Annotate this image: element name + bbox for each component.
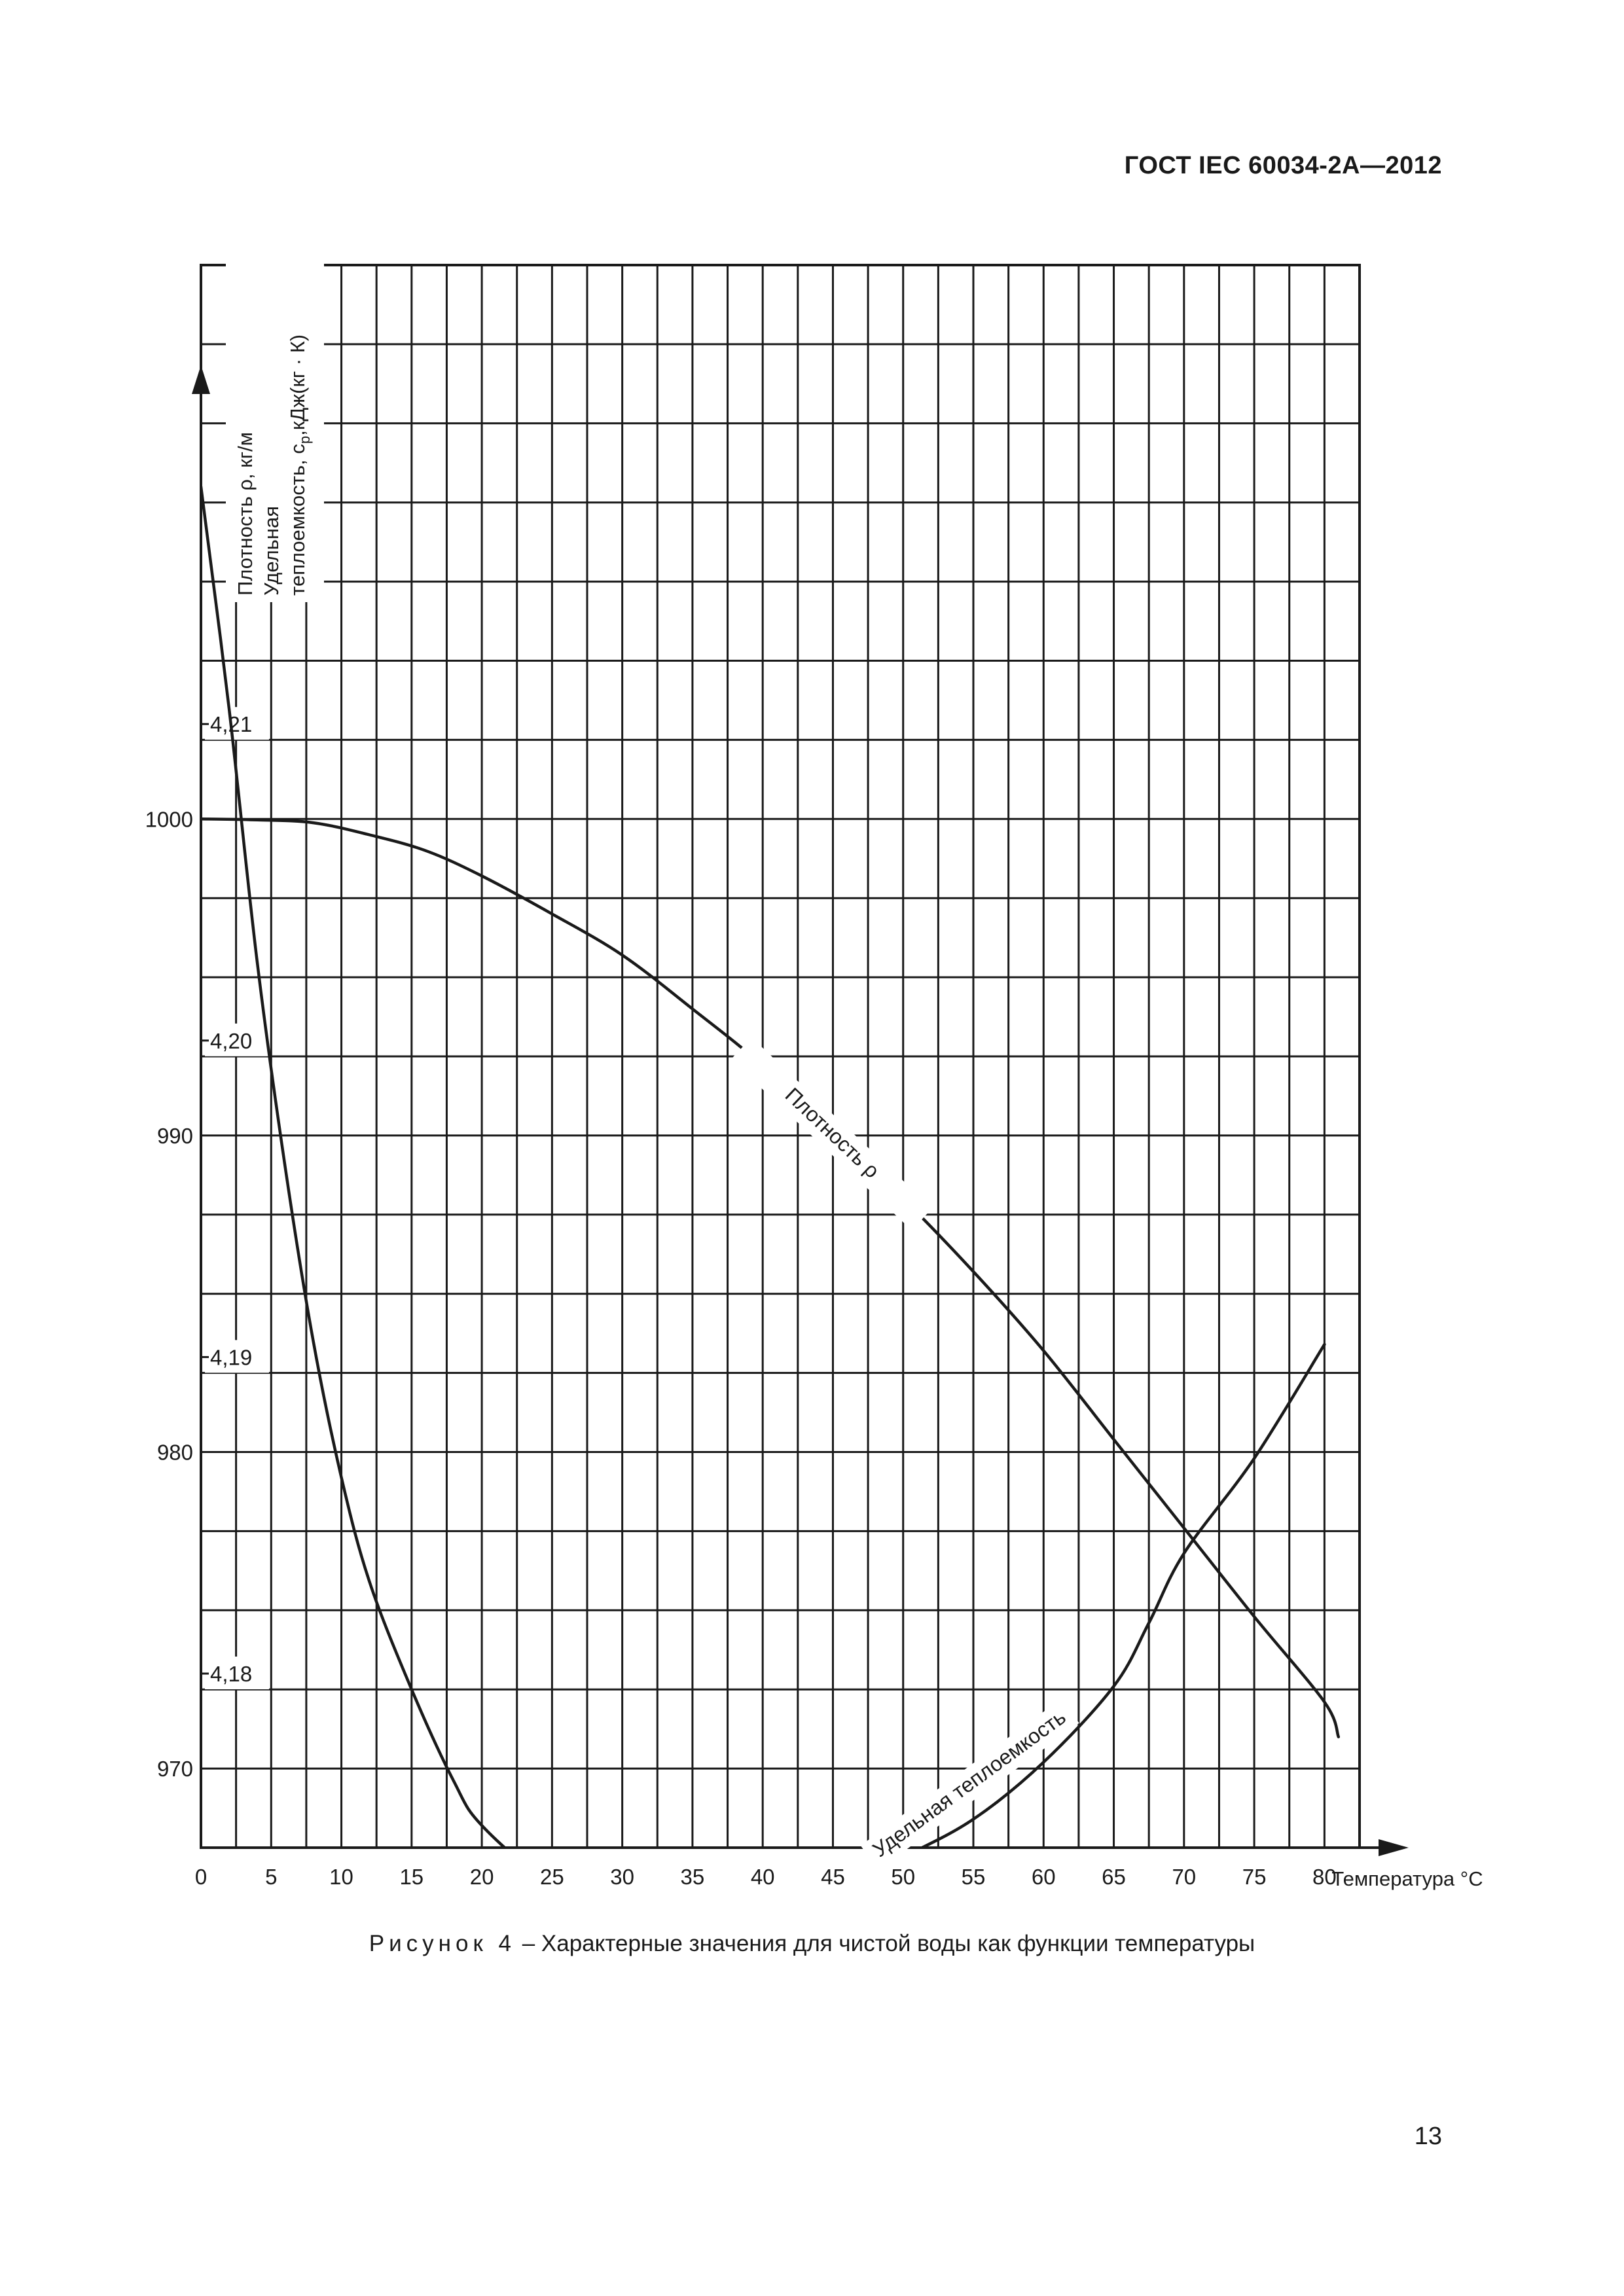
x-tick-label: 70 <box>1172 1865 1196 1889</box>
x-tick-label: 75 <box>1242 1865 1267 1889</box>
figure-caption-text: – Характерные значения для чистой воды к… <box>515 1931 1255 1956</box>
x-tick-label: 20 <box>470 1865 494 1889</box>
heat-capacity-axis-title-unit: ,кДж(кг · К) <box>286 334 309 436</box>
x-tick-label: 55 <box>962 1865 986 1889</box>
x-axis-arrow <box>1379 1839 1409 1856</box>
x-tick-label: 60 <box>1032 1865 1056 1889</box>
x-tick-label: 65 <box>1102 1865 1126 1889</box>
density-tick-label: 970 <box>157 1757 193 1781</box>
y-axis-title-group: Плотность ρ, кг/м Удельная теплоемкость, c… <box>226 262 324 602</box>
chart-grid <box>201 265 1360 1848</box>
heat-capacity-tick-backing <box>205 1657 269 1690</box>
density-curve <box>201 817 1341 1738</box>
density-tick-label: 990 <box>157 1124 193 1148</box>
x-tick-label: 15 <box>399 1865 424 1889</box>
x-tick-label: 40 <box>751 1865 775 1889</box>
heat-capacity-curve-label-group: Удельная теплоемкость <box>860 1698 1079 1871</box>
x-tick-label: 0 <box>195 1865 207 1889</box>
heat-capacity-tick-backing <box>205 1340 269 1373</box>
density-tick-label: 980 <box>157 1441 193 1465</box>
x-tick-label: 35 <box>681 1865 705 1889</box>
heat-capacity-tick-label: 4,20 <box>210 1029 252 1053</box>
density-curve-label-backing <box>731 1037 933 1230</box>
x-tick-label: 30 <box>610 1865 634 1889</box>
chart-series <box>201 485 1341 1848</box>
heat-capacity-axis-title-subscript: p <box>297 436 313 444</box>
density-tick-label: 1000 <box>145 807 193 831</box>
x-tick-label: 25 <box>540 1865 564 1889</box>
heat-capacity-axis-title-line2: теплоемкость, cp,кДж(кг · К) <box>286 334 313 596</box>
x-axis-title: Температура °С <box>1331 1867 1483 1890</box>
chart-axes <box>192 264 1409 1856</box>
heat-capacity-axis-title-line1: Удельная <box>260 506 283 596</box>
heat-capacity-tick-label: 4,19 <box>210 1345 252 1369</box>
heat-capacity-tick-label: 4,18 <box>210 1662 252 1686</box>
chart-tick-labels: 0 5 10 15 20 25 30 35 40 45 50 55 60 65 70 75 80Температ… <box>145 707 1483 1890</box>
x-tick-label: 45 <box>821 1865 845 1889</box>
heat-capacity-curve <box>201 485 1326 1848</box>
x-tick-label: 10 <box>329 1865 353 1889</box>
x-tick-label: 80 <box>1312 1865 1337 1889</box>
heat-capacity-curve-label-backing <box>860 1698 1079 1871</box>
y-axis-title-backing <box>226 262 324 602</box>
density-axis-title: Плотность ρ, кг/м <box>234 432 257 596</box>
x-tick-label: 5 <box>265 1865 277 1889</box>
heat-capacity-axis-arrow <box>192 365 210 394</box>
density-curve-label-group: Плотность ρ <box>731 1037 933 1230</box>
page-number: 13 <box>1414 2123 1442 2150</box>
document-header: ГОСТ IEC 60034-2A—2012 <box>1124 152 1442 179</box>
heat-capacity-curve-label: Удельная теплоемкость <box>868 1705 1070 1861</box>
heat-capacity-tick-backing <box>205 707 269 740</box>
figure-number: Рисунок 4 <box>369 1931 516 1956</box>
x-tick-label: 50 <box>891 1865 915 1889</box>
figure-caption: Рисунок 4 – Характерные значения для чис… <box>0 1931 1624 1957</box>
heat-capacity-tick-backing <box>205 1023 269 1056</box>
